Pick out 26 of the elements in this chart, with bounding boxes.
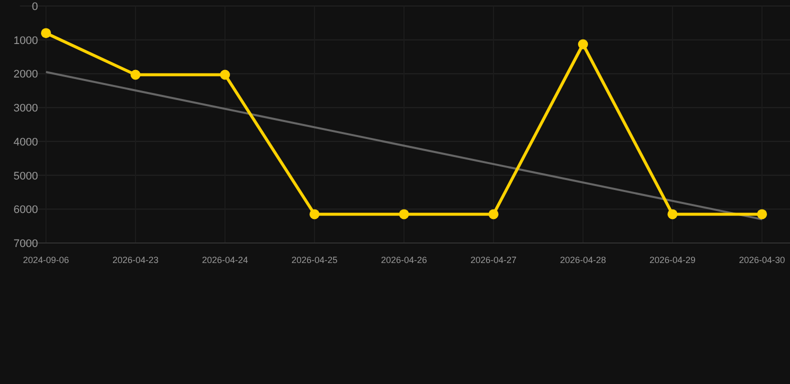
point <box>41 28 51 38</box>
y-tick-label: 2000 <box>14 68 38 81</box>
point <box>399 209 409 220</box>
point <box>220 70 230 80</box>
point <box>578 39 588 50</box>
y-tick-label: 7000 <box>14 238 38 250</box>
x-tick-label: 2026-04-30 <box>738 255 786 265</box>
y-tick-label: 0 <box>32 1 38 13</box>
y-tick-label: 3000 <box>14 102 38 115</box>
x-tick-label: 2026-04-29 <box>649 255 696 265</box>
point <box>310 209 320 220</box>
x-tick-label: 2026-04-25 <box>291 255 338 265</box>
x-tick-label: 2026-04-23 <box>112 255 159 265</box>
x-tick-label: 2026-04-24 <box>202 255 248 265</box>
point <box>668 209 678 220</box>
point <box>488 209 498 220</box>
y-tick-label: 1000 <box>14 34 38 47</box>
x-tick-label: 2026-04-27 <box>470 255 517 265</box>
y-tick-label: 4000 <box>14 136 38 148</box>
point <box>130 70 140 80</box>
x-tick-label: 2026-04-28 <box>560 255 606 265</box>
y-tick-label: 6000 <box>14 204 38 216</box>
x-tick-label: 2026-04-26 <box>380 255 428 265</box>
point <box>757 209 767 220</box>
y-tick-label: 5000 <box>14 170 38 182</box>
x-tick-label: 2024-09-06 <box>22 255 70 265</box>
